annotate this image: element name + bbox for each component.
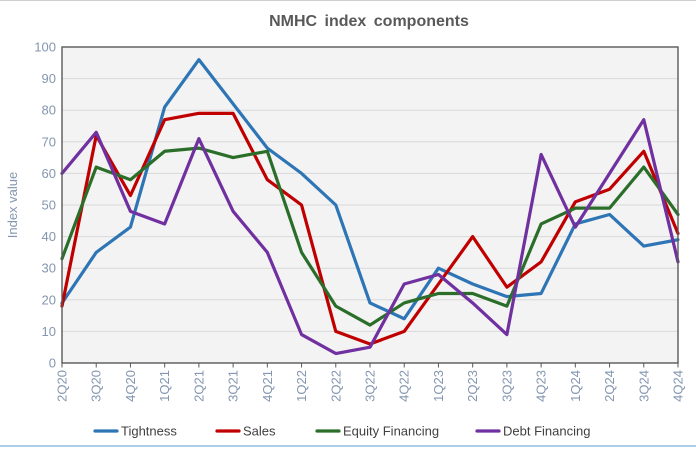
series-line-equity-financing [60,146,680,327]
y-tick-label: 0 [49,356,56,371]
legend-label: Sales [243,424,276,439]
x-tick-label: 1Q24 [568,370,583,402]
y-tick-label: 100 [34,40,56,55]
y-tick-label: 20 [42,292,56,307]
y-tick-label: 50 [42,198,56,213]
bottom-border-rule [0,445,696,447]
x-tick-label: 3Q24 [636,370,651,402]
legend-label: Debt Financing [503,424,590,439]
x-axis-ticks [61,363,679,368]
legend-item-sales: Sales [215,424,276,439]
x-tick-label: 3Q23 [499,370,514,402]
y-axis-title: Index value [5,172,20,239]
x-tick-label: 4Q21 [260,370,275,402]
x-tick-label: 2Q20 [55,370,70,402]
legend-item-debt-financing: Debt Financing [475,424,590,439]
y-tick-label: 10 [42,324,56,339]
top-border-rule [0,0,696,1]
x-tick-label: 4Q22 [397,370,412,402]
x-tick-label: 3Q22 [363,370,378,402]
series-line-debt-financing [60,118,680,356]
series-lines [60,58,680,356]
legend-label: Tightness [121,424,177,439]
y-tick-label: 80 [42,103,56,118]
y-tick-label: 40 [42,229,56,244]
x-tick-label: 1Q23 [431,370,446,402]
y-tick-label: 30 [42,261,56,276]
y-tick-label: 60 [42,166,56,181]
y-tick-label: 70 [42,134,56,149]
y-tick-label: 90 [42,71,56,86]
y-axis-labels: 0 10 20 30 40 50 60 70 80 90 100 [34,40,56,371]
x-tick-label: 4Q24 [671,370,686,402]
legend: Tightness Sales Equity Financing Debt Finan… [93,424,590,439]
x-tick-label: 2Q24 [602,370,617,402]
legend-label: Equity Financing [343,424,439,439]
x-tick-label: 3Q21 [226,370,241,402]
x-tick-label: 1Q22 [294,370,309,402]
x-tick-label: 4Q20 [123,370,138,402]
x-axis-labels: 2Q20 3Q20 4Q20 1Q21 2Q21 3Q21 4Q21 1Q22 2Q22 3Q22… [55,370,686,402]
x-tick-label: 2Q22 [328,370,343,402]
chart-title: NMHC index components [269,13,469,30]
x-tick-label: 2Q23 [465,370,480,402]
x-tick-label: 1Q21 [157,370,172,402]
x-tick-label: 4Q23 [534,370,549,402]
legend-item-equity-financing: Equity Financing [315,424,439,439]
x-tick-label: 2Q21 [191,370,206,402]
x-tick-label: 3Q20 [89,370,104,402]
legend-item-tightness: Tightness [93,424,177,439]
